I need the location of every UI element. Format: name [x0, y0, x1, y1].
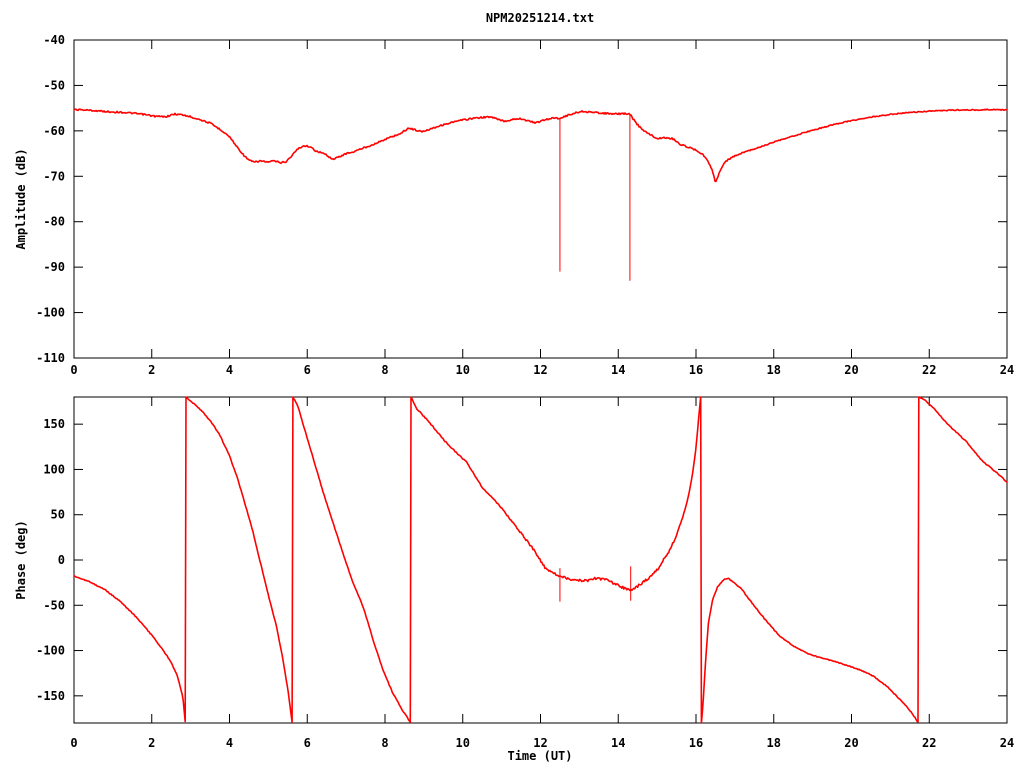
- y-tick-label: -110: [36, 351, 65, 365]
- phase-ylabel: Phase (deg): [14, 520, 28, 599]
- x-tick-label: 12: [533, 363, 547, 377]
- phase-chart: 0 2 4 6 8 10 12 14 16 18 20 22 24-150-100-5005010015…: [14, 396, 1014, 763]
- x-tick-label: 16: [689, 736, 703, 750]
- x-tick-label: 8: [381, 363, 388, 377]
- x-tick-label: 16: [689, 363, 703, 377]
- y-tick-label: 100: [43, 462, 65, 476]
- y-tick-label: -70: [43, 169, 65, 183]
- y-tick-label: 50: [51, 508, 65, 522]
- x-tick-label: 8: [381, 736, 388, 750]
- x-tick-label: 14: [611, 363, 625, 377]
- x-tick-label: 22: [922, 736, 936, 750]
- x-tick-label: 4: [226, 363, 233, 377]
- plot-title: NPM20251214.txt: [486, 11, 594, 25]
- plot-border: [73, 39, 1008, 359]
- x-tick-label: 0: [70, 363, 77, 377]
- x-tick-label: 18: [767, 363, 781, 377]
- x-tick-label: 4: [226, 736, 233, 750]
- x-tick-label: 6: [304, 363, 311, 377]
- y-tick-label: -100: [36, 644, 65, 658]
- x-tick-label: 18: [767, 736, 781, 750]
- y-tick-label: -90: [43, 260, 65, 274]
- x-tick-label: 0: [70, 736, 77, 750]
- y-tick-label: -60: [43, 124, 65, 138]
- amplitude-trace: [73, 108, 1008, 183]
- x-tick-label: 10: [456, 363, 470, 377]
- x-tick-label: 22: [922, 363, 936, 377]
- y-tick-label: -150: [36, 689, 65, 703]
- time-xlabel: Time (UT): [507, 749, 572, 763]
- x-tick-label: 2: [148, 363, 155, 377]
- phase-trace: [73, 396, 1008, 724]
- amplitude-chart: 0 2 4 6 8 10 12 14 16 18 20 22 24-110-100-90-80-70-6…: [14, 33, 1014, 377]
- amplitude-ylabel: Amplitude (dB): [14, 148, 28, 249]
- x-tick-label: 10: [456, 736, 470, 750]
- y-tick-label: -50: [43, 78, 65, 92]
- x-tick-label: 20: [844, 736, 858, 750]
- x-tick-label: 6: [304, 736, 311, 750]
- y-tick-label: -100: [36, 306, 65, 320]
- x-tick-label: 2: [148, 736, 155, 750]
- x-tick-label: 24: [1000, 736, 1014, 750]
- y-tick-label: -40: [43, 33, 65, 47]
- x-tick-label: 12: [533, 736, 547, 750]
- y-tick-label: 150: [43, 417, 65, 431]
- y-tick-label: 0: [58, 553, 65, 567]
- x-tick-label: 20: [844, 363, 858, 377]
- x-tick-label: 14: [611, 736, 625, 750]
- y-tick-label: -80: [43, 215, 65, 229]
- x-tick-label: 24: [1000, 363, 1014, 377]
- y-tick-label: -50: [43, 598, 65, 612]
